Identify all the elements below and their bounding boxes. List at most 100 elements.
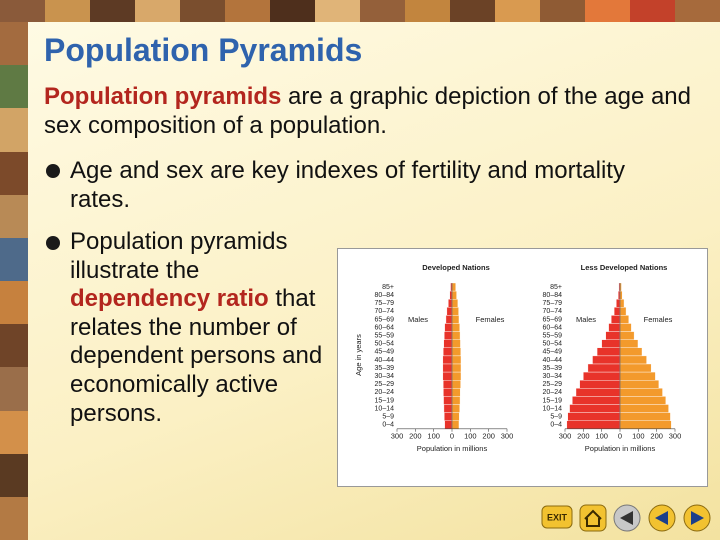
bar [619, 315, 630, 324]
series-label: Males [576, 315, 596, 324]
y-tick-label: 20–24 [543, 389, 563, 396]
y-tick-label: 85+ [382, 284, 394, 291]
previous-button[interactable] [648, 504, 676, 532]
bar [444, 323, 453, 332]
term: dependency ratio [70, 285, 269, 313]
bar [446, 307, 453, 316]
y-tick-label: 10–14 [375, 405, 395, 412]
bar [583, 371, 621, 381]
y-tick-label: 70–74 [543, 308, 563, 315]
bar [601, 339, 621, 348]
bar [587, 363, 621, 373]
x-tick-label: 200 [577, 431, 590, 440]
y-tick-label: 45–49 [543, 349, 563, 356]
y-tick-label: 70–74 [375, 308, 395, 315]
y-tick-label: 10–14 [543, 405, 563, 412]
y-tick-label: 75–79 [375, 300, 395, 307]
bar [619, 355, 647, 365]
bar [567, 412, 621, 421]
exit-label: EXIT [547, 512, 568, 522]
bar [619, 371, 656, 381]
bar [619, 323, 632, 332]
x-tick-label: 0 [450, 431, 454, 440]
intro-body: are a graphic depiction of the age and s… [44, 83, 692, 139]
nav-bar: EXIT [541, 504, 711, 532]
bar [451, 290, 457, 300]
bar [619, 290, 623, 300]
y-tick-label: 65–69 [543, 316, 563, 323]
bullet-text: Population pyramids illustrate the [70, 228, 288, 284]
bar [443, 396, 453, 405]
bullet-text: Age and sex are key indexes of fertility… [70, 157, 625, 213]
bar [566, 420, 621, 429]
y-tick-label: 20–24 [375, 389, 395, 396]
y-tick-label: 65–69 [375, 316, 395, 323]
bar [451, 404, 460, 413]
bar [451, 396, 461, 405]
y-axis-label: Age in years [354, 334, 363, 376]
y-tick-label: 40–44 [375, 357, 395, 364]
x-tick-label: 100 [595, 431, 608, 440]
exit-button[interactable]: EXIT [541, 505, 573, 529]
y-tick-label: 35–39 [375, 365, 395, 372]
bar [451, 331, 461, 340]
x-tick-label: 200 [482, 431, 495, 440]
x-tick-label: 200 [650, 431, 663, 440]
intro-text: Population pyramids are a graphic depict… [44, 82, 704, 140]
bar [619, 420, 672, 429]
photo-strip [0, 22, 28, 540]
bar [448, 299, 453, 308]
bar [619, 307, 627, 316]
x-tick-label: 100 [427, 431, 440, 440]
figure: Developed Nations85+80–8475–7970–7465–69… [337, 248, 708, 487]
bar [619, 299, 625, 308]
bullet-dot [46, 236, 60, 250]
bar [619, 339, 639, 348]
bar [442, 355, 453, 365]
y-tick-label: 25–29 [375, 381, 395, 388]
chart-title: Developed Nations [422, 263, 490, 272]
bar [592, 355, 621, 365]
term: Population pyramids [44, 83, 282, 110]
series-label: Females [476, 315, 505, 324]
series-label: Males [408, 315, 428, 324]
bar [619, 379, 660, 389]
bar [451, 420, 460, 429]
chart-title: Less Developed Nations [581, 263, 668, 272]
y-tick-label: 50–54 [543, 341, 563, 348]
bar [444, 331, 453, 340]
back-button[interactable] [613, 504, 641, 532]
y-tick-label: 5–9 [382, 413, 394, 420]
x-tick-label: 100 [632, 431, 645, 440]
bar [572, 396, 621, 405]
y-tick-label: 30–34 [375, 373, 395, 380]
bar [611, 315, 621, 324]
bar [451, 299, 459, 308]
bar [444, 412, 453, 421]
y-tick-label: 5–9 [550, 413, 562, 420]
y-tick-label: 0–4 [550, 422, 562, 429]
bar [443, 339, 453, 348]
bar [451, 282, 456, 292]
y-tick-label: 80–84 [375, 292, 395, 299]
next-button[interactable] [683, 504, 711, 532]
bar [451, 379, 461, 389]
bullet: Age and sex are key indexes of fertility… [44, 156, 644, 214]
bar [619, 347, 643, 357]
y-tick-label: 60–64 [375, 324, 395, 331]
y-tick-label: 25–29 [543, 381, 563, 388]
home-button[interactable] [579, 504, 607, 532]
slide-title: Population Pyramids [44, 32, 363, 68]
y-tick-label: 15–19 [375, 397, 395, 404]
bar [451, 315, 460, 324]
photo-strip [0, 0, 720, 22]
y-tick-label: 15–19 [543, 397, 563, 404]
bar [608, 323, 621, 332]
bar [569, 404, 621, 413]
y-tick-label: 35–39 [543, 365, 563, 372]
x-tick-label: 300 [391, 431, 404, 440]
x-axis-label: Population in millions [417, 444, 488, 453]
x-tick-label: 200 [409, 431, 422, 440]
bar [451, 323, 460, 332]
